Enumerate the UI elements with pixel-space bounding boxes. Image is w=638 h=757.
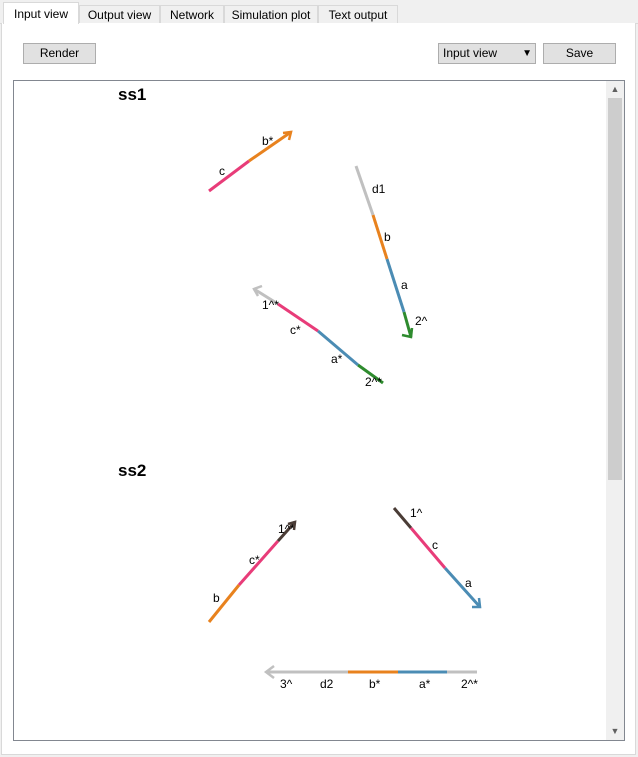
view-select[interactable]: Input view ▼ bbox=[438, 43, 536, 64]
domain-segment bbox=[354, 165, 375, 216]
tab-label: Simulation plot bbox=[231, 8, 311, 22]
view-select-value: Input view bbox=[443, 46, 498, 60]
domain-segment bbox=[402, 311, 413, 338]
tab-simulation-plot[interactable]: Simulation plot bbox=[224, 5, 318, 23]
domain-label: 3^ bbox=[280, 677, 293, 691]
domain-label: c bbox=[219, 164, 225, 178]
strand-arrowhead bbox=[287, 520, 297, 531]
scroll-up-icon[interactable]: ▲ bbox=[610, 84, 620, 94]
domain-segment bbox=[371, 214, 389, 260]
domain-label: 2^* bbox=[461, 677, 478, 691]
strand-arrowhead bbox=[472, 597, 482, 609]
domain-label: 1^ bbox=[410, 506, 423, 520]
domain-segment bbox=[409, 527, 447, 569]
domain-label: a bbox=[401, 278, 408, 292]
domain-label: a bbox=[465, 576, 472, 590]
save-button[interactable]: Save bbox=[543, 43, 616, 64]
tab-label: Output view bbox=[87, 8, 152, 22]
tab-label: Input view bbox=[13, 7, 69, 21]
chevron-down-icon: ▼ bbox=[522, 48, 532, 59]
complex-title: ss1 bbox=[118, 85, 146, 104]
domain-segment bbox=[357, 363, 384, 385]
domain-label: a* bbox=[419, 677, 431, 691]
strand-arrowhead bbox=[401, 327, 414, 339]
domain-label: d1 bbox=[372, 182, 386, 196]
domain-segment bbox=[208, 159, 250, 193]
domain-label: a* bbox=[331, 352, 343, 366]
render-button[interactable]: Render bbox=[23, 43, 96, 64]
domain-segment bbox=[237, 540, 280, 586]
strand-arrowhead bbox=[252, 284, 263, 297]
domain-segment bbox=[385, 258, 406, 313]
domain-label: b bbox=[384, 230, 391, 244]
domain-label: c* bbox=[249, 553, 260, 567]
domain-segment bbox=[392, 507, 413, 529]
domain-label: 2^* bbox=[365, 375, 382, 389]
domain-segment bbox=[253, 287, 279, 306]
domain-segment bbox=[248, 130, 292, 163]
domain-label: b* bbox=[369, 677, 381, 691]
scrollbar-thumb[interactable] bbox=[608, 98, 622, 480]
domain-label: 1^* bbox=[262, 298, 279, 312]
domain-segment bbox=[276, 520, 297, 543]
tab-input-view[interactable]: Input view bbox=[3, 2, 79, 24]
domain-segment bbox=[207, 584, 241, 623]
strand-arrowhead bbox=[282, 130, 293, 141]
domain-label: 2^ bbox=[415, 314, 428, 328]
domain-label: b* bbox=[262, 134, 274, 148]
tab-bar: Input view Output view Network Simulatio… bbox=[0, 0, 638, 24]
input-view-canvas: ss1 c b* d1 b a 2^ 1^* c* a* 2^* ss2 b c* 1^* 1^ c a 3^ d2 b… bbox=[13, 80, 625, 741]
tab-text-output[interactable]: Text output bbox=[318, 5, 398, 23]
domain-label: b bbox=[213, 591, 220, 605]
strand-arrowhead bbox=[263, 665, 275, 679]
tab-label: Text output bbox=[328, 8, 388, 22]
domain-label: c bbox=[432, 538, 438, 552]
tab-network[interactable]: Network bbox=[160, 5, 224, 23]
domain-label: c* bbox=[290, 323, 301, 337]
complex-title: ss2 bbox=[118, 461, 146, 480]
domain-label: d2 bbox=[320, 677, 334, 691]
domain-segment bbox=[317, 329, 359, 367]
tab-output-view[interactable]: Output view bbox=[79, 5, 160, 23]
domain-segment bbox=[443, 566, 482, 609]
tab-label: Network bbox=[169, 8, 214, 22]
domain-segment bbox=[277, 302, 319, 333]
vertical-scrollbar[interactable]: ▲ ▼ bbox=[606, 81, 624, 740]
dna-structure-drawing: ss1 c b* d1 b a 2^ 1^* c* a* 2^* ss2 b c* 1^* 1^ c a 3^ d2 b… bbox=[118, 85, 482, 691]
domain-label: 1^* bbox=[278, 522, 295, 536]
scroll-down-icon[interactable]: ▼ bbox=[610, 726, 620, 736]
